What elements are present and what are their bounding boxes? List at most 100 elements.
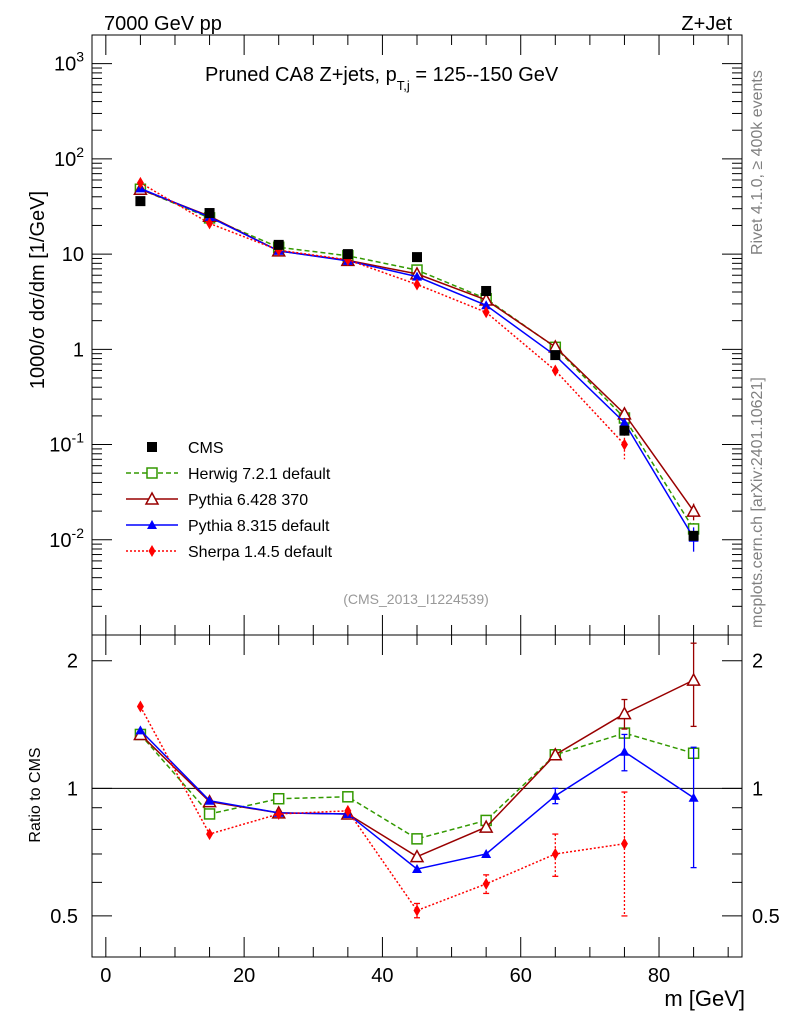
ratio-point xyxy=(686,672,701,686)
main-point xyxy=(273,239,284,250)
ratio-series xyxy=(133,642,701,919)
main-point xyxy=(135,196,146,207)
ratio-series-1 xyxy=(133,642,701,863)
legend-label: Pythia 8.315 default xyxy=(188,518,330,535)
ratio-point xyxy=(688,792,699,802)
main-ytick-exp: -1 xyxy=(72,430,85,446)
ratio-series-line xyxy=(139,729,695,870)
ratio-xtick-label: 40 xyxy=(371,965,393,987)
ratio-point xyxy=(478,819,494,833)
main-point xyxy=(412,271,422,281)
main-point xyxy=(619,425,630,436)
ratio-point xyxy=(412,864,422,874)
legend-item: Pythia 6.428 370 xyxy=(126,491,308,509)
main-point xyxy=(413,278,421,291)
ratio-point xyxy=(550,790,561,800)
x-axis-label: m [GeV] xyxy=(664,986,745,1011)
main-point xyxy=(620,438,628,451)
analysis-id: (CMS_2013_I1224539) xyxy=(343,591,489,607)
main-ytick-base: 10 xyxy=(54,54,76,76)
ratio-xtick-label: 20 xyxy=(233,965,255,987)
main-series-line xyxy=(140,187,695,539)
legend-label: Sherpa 1.4.5 default xyxy=(188,544,333,561)
ratio-point xyxy=(617,706,632,720)
ratio-ticks: 0 20 40 60 80 0.5 0.5 1 1 2 2 xyxy=(50,635,780,987)
main-point xyxy=(204,208,215,219)
main-point xyxy=(482,306,490,319)
ratio-series-line xyxy=(139,732,694,840)
main-series xyxy=(133,176,701,552)
ratio-ylabel: Ratio to CMS xyxy=(27,747,44,842)
ratio-point xyxy=(342,791,354,803)
legend-label: Herwig 7.2.1 default xyxy=(188,466,331,483)
ratio-series-0 xyxy=(134,727,700,845)
main-series-0 xyxy=(135,196,699,541)
main-series-4 xyxy=(136,176,628,460)
ratio-point xyxy=(272,792,285,805)
legend-item: Herwig 7.2.1 default xyxy=(126,466,331,483)
ratio-point xyxy=(620,837,628,850)
ratio-point xyxy=(275,807,283,820)
main-series-1 xyxy=(134,183,700,536)
side-label-top: Rivet 4.1.0, ≥ 400k events xyxy=(749,70,766,255)
main-ytick-label: 10-2 xyxy=(49,525,84,552)
main-ytick-exp: -2 xyxy=(72,525,85,541)
ratio-ytick-label-left: 2 xyxy=(67,651,78,673)
main-ylabel: 1000/σ dσ/dm [1/GeV] xyxy=(27,191,49,389)
legend-marker xyxy=(146,467,158,479)
ratio-series-line xyxy=(139,706,625,912)
main-point xyxy=(481,300,492,310)
main-point xyxy=(136,176,144,189)
plot-title-rest: = 125--150 GeV xyxy=(410,64,559,86)
energy-label: 7000 GeV pp xyxy=(104,13,222,35)
ratio-series-line xyxy=(139,679,694,858)
ratio-xtick-label: 0 xyxy=(100,965,111,987)
ratio-point xyxy=(409,849,425,863)
ratio-ytick-label-left: 1 xyxy=(67,778,78,800)
plot-title-sub: T,j xyxy=(397,78,410,93)
legend-label: CMS xyxy=(188,440,224,457)
main-point xyxy=(688,530,699,541)
main-point xyxy=(550,350,561,361)
main-series-line xyxy=(140,182,625,446)
ratio-ytick-label-right: 2 xyxy=(752,651,763,673)
main-ytick-label: 103 xyxy=(54,49,84,76)
main-point xyxy=(342,249,353,260)
legend-label: Pythia 6.428 370 xyxy=(188,492,308,509)
main-ytick-label: 102 xyxy=(54,144,84,171)
main-series-line xyxy=(140,188,695,512)
ratio-point xyxy=(411,833,423,845)
main-point xyxy=(686,503,701,517)
main-point xyxy=(481,285,492,296)
plot-title: Pruned CA8 Z+jets, pT,j = 125--150 GeV xyxy=(205,64,559,93)
main-ytick-base: 10 xyxy=(62,244,84,266)
ratio-ytick-label-left: 0.5 xyxy=(50,906,78,928)
side-label-bottom: mcplots.cern.ch [arXiv:2401.10621] xyxy=(749,377,766,628)
main-ytick-label: 10-1 xyxy=(49,430,84,457)
main-point xyxy=(412,252,422,263)
process-label: Z+Jet xyxy=(681,13,732,35)
ratio-point xyxy=(203,808,216,820)
ratio-point xyxy=(482,877,490,890)
ratio-point xyxy=(551,847,559,860)
legend-item: Pythia 8.315 default xyxy=(126,518,330,535)
ratio-series-3 xyxy=(136,700,628,919)
ratio-point xyxy=(413,904,421,917)
ratio-point xyxy=(135,725,146,735)
legend-item: CMS xyxy=(147,440,224,457)
ratio-point xyxy=(136,700,144,713)
main-ytick-label: 10 xyxy=(62,244,84,266)
ratio-ytick-label-right: 0.5 xyxy=(752,906,780,928)
legend-marker xyxy=(144,491,160,505)
ratio-point xyxy=(481,848,492,858)
main-ytick-exp: 2 xyxy=(76,144,84,160)
main-ytick-exp: 3 xyxy=(76,49,84,65)
ratio-point xyxy=(206,828,214,841)
ratio-point xyxy=(204,795,215,805)
main-point xyxy=(551,364,559,377)
ratio-series-2 xyxy=(135,725,699,874)
main-ytick-base: 10 xyxy=(49,530,71,552)
legend-item: Sherpa 1.4.5 default xyxy=(126,544,333,561)
main-ytick-base: 1 xyxy=(73,339,84,361)
